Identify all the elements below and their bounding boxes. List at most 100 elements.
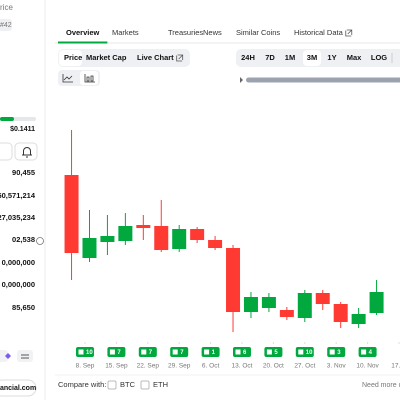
scroll-thumb[interactable]	[246, 77, 400, 83]
tab[interactable]: News	[203, 28, 222, 37]
event-count: 6	[243, 350, 247, 356]
event-count: 10	[86, 350, 93, 356]
chart-tab-active	[59, 50, 82, 66]
candle-body	[297, 293, 312, 318]
event-count: 5	[274, 350, 278, 356]
event-icon	[361, 349, 367, 355]
more-data: Need more da	[362, 382, 400, 389]
alert-button[interactable]	[14, 142, 38, 161]
candle-body	[100, 236, 115, 242]
range-button[interactable]: LOG	[371, 53, 387, 62]
x-tick-label: 27. Oct	[294, 363, 315, 370]
stat-value: 90,455	[12, 168, 35, 177]
line-icon[interactable]	[62, 74, 73, 83]
x-tick-label: 10. Nov	[356, 363, 379, 370]
x-tick-label: 15. Sep	[105, 363, 128, 370]
candle-body	[369, 292, 384, 313]
stat-value: 85,650	[12, 303, 35, 312]
info-icon	[36, 237, 44, 245]
candle-body	[315, 293, 330, 304]
x-tick-label: 13. Oct	[232, 363, 253, 370]
bell-icon	[22, 147, 32, 158]
chart-tab-group	[58, 49, 190, 67]
candle-body	[333, 304, 348, 322]
event-icon	[141, 349, 147, 355]
event-count: 4	[369, 350, 373, 356]
x-tick-label: 22. Sep	[137, 363, 160, 370]
event-icon	[235, 349, 241, 355]
stat-value: 60,571,214	[0, 191, 36, 200]
x-tick-label: 20. Oct	[263, 363, 284, 370]
stat-value: 0,000,000	[2, 280, 35, 289]
checkbox[interactable]	[107, 380, 117, 390]
external-icon	[176, 54, 184, 62]
external-icon	[345, 29, 353, 37]
compare-option: BTC	[120, 380, 136, 389]
checkbox[interactable]	[140, 380, 150, 390]
stat-value: 02,538	[12, 235, 35, 244]
x-tick-label: 3. Nov	[327, 363, 347, 370]
candle-body	[208, 240, 223, 248]
event-count: 3	[337, 350, 341, 356]
x-tick-label: 17. N	[391, 363, 400, 370]
website-text: ancial.com	[0, 385, 36, 392]
candle-body	[64, 175, 79, 253]
price-high: $0.1411	[10, 126, 35, 133]
chart-tab[interactable]: Price	[64, 53, 82, 62]
sidebar-icon	[5, 353, 11, 359]
compare-label: Compare with:	[58, 380, 106, 389]
range-button[interactable]: 7D	[265, 53, 275, 62]
candle-body	[279, 310, 294, 317]
rank: #42	[0, 22, 12, 29]
range-button[interactable]: 3M	[307, 53, 317, 62]
range-active	[303, 50, 321, 66]
range-button[interactable]: 1M	[285, 53, 295, 62]
menu-icon	[21, 354, 29, 359]
event-count: 7	[180, 350, 184, 356]
compare-option: ETH	[153, 380, 168, 389]
x-tick-label: 6. Oct	[202, 363, 220, 370]
event-count: 1	[212, 350, 216, 356]
tab[interactable]: Historical Data	[294, 28, 344, 37]
event-icon	[298, 349, 304, 355]
event-icon	[204, 349, 210, 355]
stat-value: 27,035,234	[0, 213, 36, 222]
sidebar-button[interactable]	[0, 142, 13, 161]
scroll-arrow[interactable]	[240, 77, 243, 83]
candle-body	[190, 229, 205, 240]
candle-icon	[84, 74, 95, 83]
candle-body	[82, 238, 97, 258]
tab[interactable]: Markets	[112, 28, 139, 37]
candle-body	[243, 297, 258, 312]
range-bar-fill	[0, 117, 14, 121]
x-tick-label: 8. Sep	[76, 363, 95, 370]
event-icon	[109, 349, 115, 355]
chart-tab[interactable]: Market Cap	[86, 53, 127, 62]
event-count: 7	[149, 350, 153, 356]
candle-body	[351, 314, 366, 324]
event-icon	[172, 349, 178, 355]
candle-body	[154, 226, 169, 250]
event-icon	[266, 349, 272, 355]
sidebar-icon	[0, 350, 8, 362]
rank-badge	[0, 19, 12, 31]
sidebar-icon	[17, 350, 33, 362]
tab[interactable]: Similar Coins	[236, 28, 280, 37]
event-count: 7	[117, 350, 121, 356]
sidebar-label: rice	[0, 3, 13, 12]
range-button[interactable]: Max	[347, 53, 362, 62]
range-button[interactable]: 24H	[241, 53, 255, 62]
website-link[interactable]	[0, 379, 37, 397]
tab[interactable]: Treasuries	[168, 28, 203, 37]
x-tick-label: 29. Sep	[168, 363, 191, 370]
candle-body	[261, 297, 276, 308]
event-count: 10	[306, 350, 313, 356]
chart-tab[interactable]: Live Chart	[137, 53, 174, 62]
candle-body	[226, 248, 241, 312]
tab[interactable]: Overview	[66, 28, 100, 37]
range-button[interactable]: 1Y	[327, 53, 336, 62]
event-icon	[329, 349, 335, 355]
candle-body	[136, 225, 151, 228]
candle-body	[172, 229, 187, 249]
